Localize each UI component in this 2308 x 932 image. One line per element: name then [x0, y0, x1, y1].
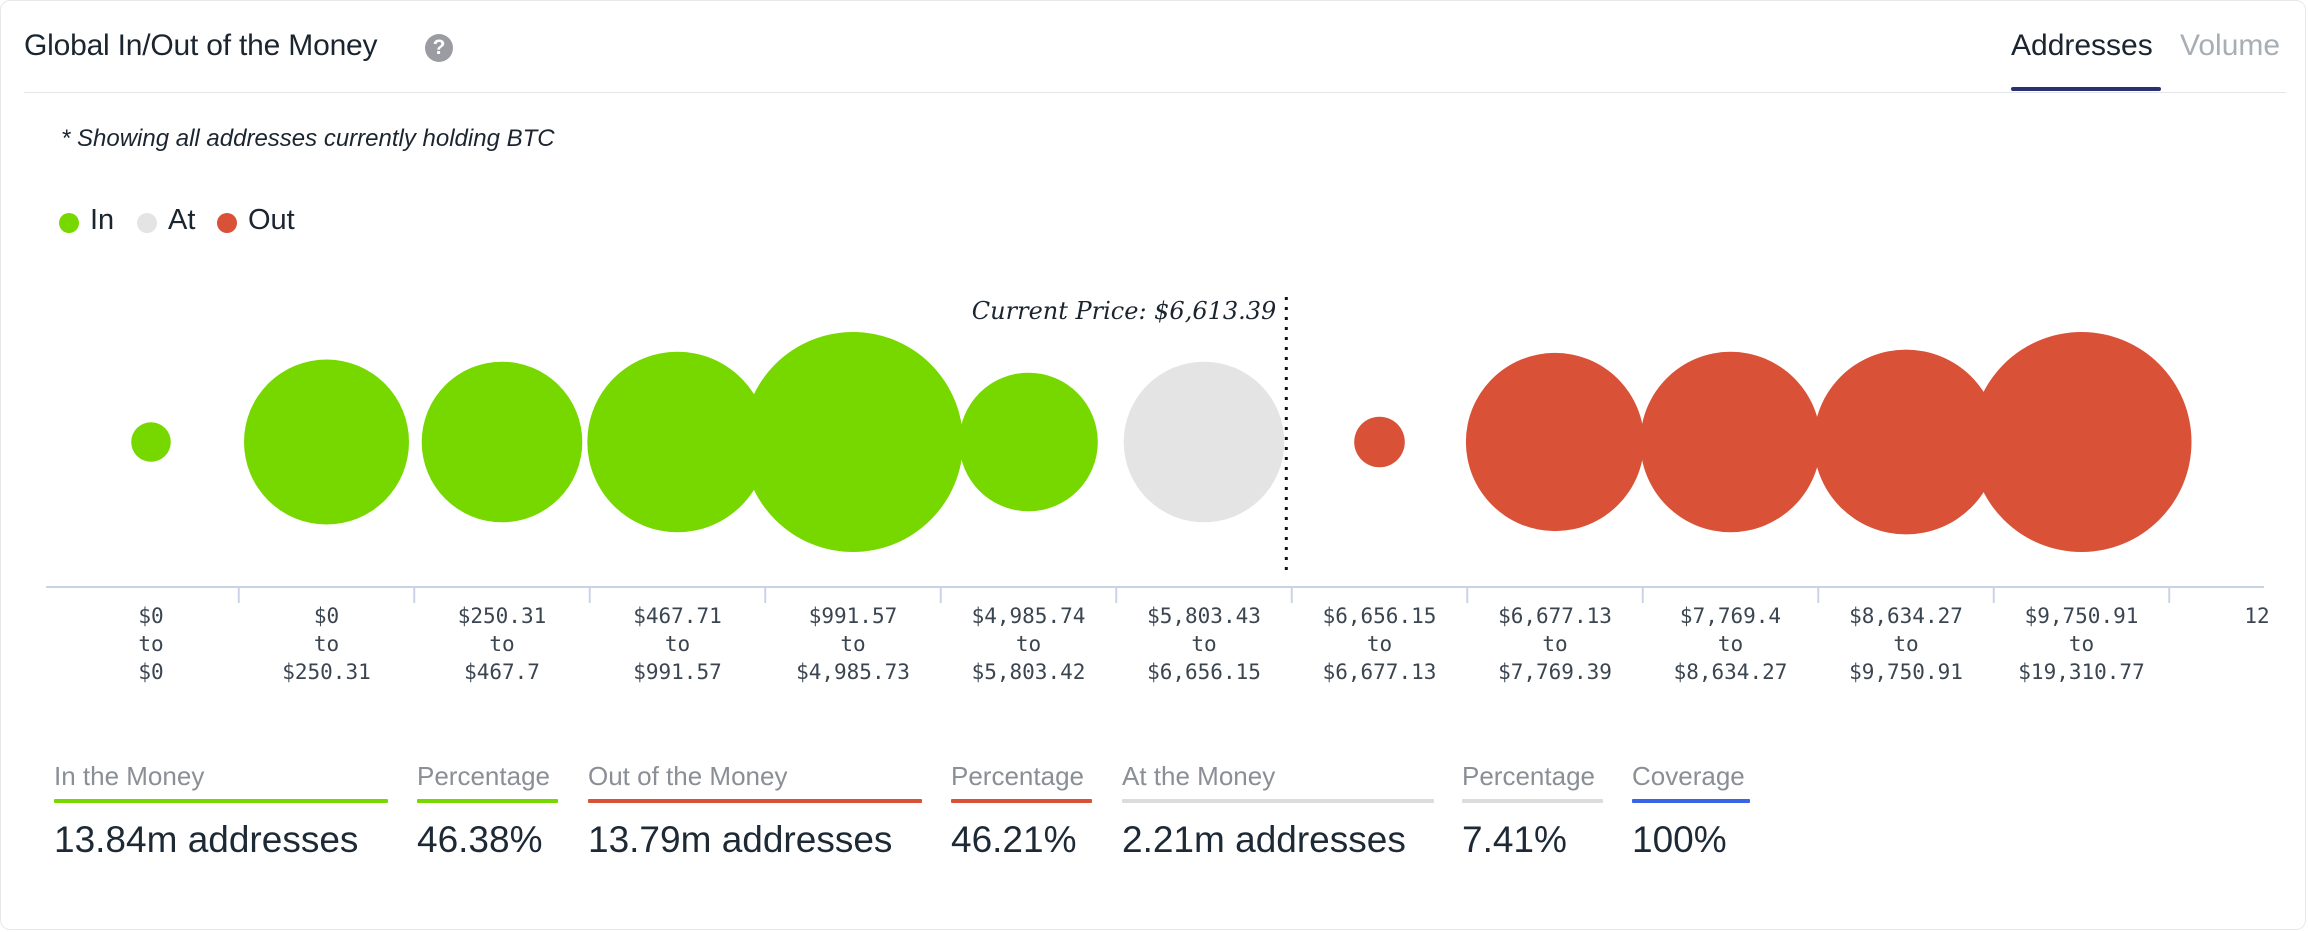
x-tick-label: to — [1367, 632, 1392, 656]
x-tick-label: $9,750.91 — [1849, 660, 1963, 684]
stat-value-out-percentage: 46.21% — [951, 819, 1077, 860]
x-tick-label: $5,803.43 — [1147, 604, 1261, 628]
card-header: Global In/Out of the Money ? Addresses V… — [1, 1, 2305, 93]
x-tick-label-overflow: 12 — [2244, 604, 2269, 628]
legend-label-at: At — [168, 204, 196, 236]
bubble-chart: $0 to $0 $0 to $250.31 $250.31 to $467.7 $467.71 t… — [46, 297, 2270, 684]
bubble-in[interactable] — [244, 359, 409, 525]
x-tick-label: $4,985.73 — [796, 660, 910, 684]
stat-coverage: Coverage 100% — [1632, 761, 1750, 861]
stat-value-in-the-money: 13.84m addresses — [54, 819, 359, 860]
x-tick-label: $0 — [138, 660, 163, 684]
card-title: Global In/Out of the Money — [24, 29, 378, 62]
x-tick-label: $991.57 — [633, 660, 722, 684]
bubble-at[interactable] — [1123, 361, 1285, 523]
x-tick-label: $250.31 — [458, 604, 547, 628]
bubble-out[interactable] — [1354, 416, 1405, 468]
x-tick-label: to — [1191, 632, 1216, 656]
x-tick-label: $250.31 — [282, 660, 371, 684]
x-tick-label: to — [665, 632, 690, 656]
x-tick-label: $0 — [138, 604, 163, 628]
bubble-out[interactable] — [1640, 351, 1821, 533]
tab-volume[interactable]: Volume — [2180, 29, 2281, 62]
stat-out-percentage: Percentage 46.21% — [951, 761, 1092, 861]
bubble-out[interactable] — [1813, 349, 1999, 535]
bubble-in[interactable] — [959, 372, 1098, 512]
x-tick-label: to — [2069, 632, 2094, 656]
active-tab-indicator — [2011, 87, 2161, 91]
summary-stats: In the Money 13.84m addresses Percentage… — [1, 761, 2305, 881]
x-tick-label: to — [138, 632, 163, 656]
stat-value-at-percentage: 7.41% — [1462, 819, 1567, 860]
stat-value-in-percentage: 46.38% — [417, 819, 543, 860]
stat-label-out-of-the-money: Out of the Money — [588, 761, 788, 791]
legend-label-in: In — [90, 204, 115, 236]
x-tick-label: $6,677.13 — [1323, 660, 1437, 684]
x-tick-label: $9,750.91 — [2025, 604, 2139, 628]
stat-value-coverage: 100% — [1632, 819, 1727, 860]
stat-in-percentage: Percentage 46.38% — [417, 761, 558, 861]
stat-bar-out-of-the-money — [588, 799, 922, 803]
stat-at-percentage: Percentage 7.41% — [1462, 761, 1603, 861]
x-tick-label: $5,803.42 — [972, 660, 1086, 684]
x-tick-label: $7,769.39 — [1498, 660, 1612, 684]
stat-bar-at-the-money — [1122, 799, 1434, 803]
question-circle-icon[interactable]: ? — [425, 34, 453, 62]
x-tick-label: $7,769.4 — [1680, 604, 1781, 628]
legend-label-out: Out — [248, 204, 295, 236]
x-tick-label: $8,634.27 — [1849, 604, 1963, 628]
x-tick-label: $8,634.27 — [1674, 660, 1788, 684]
stat-label-at-percentage: Percentage — [1462, 761, 1595, 791]
bubble-out[interactable] — [1971, 332, 2192, 552]
stat-bar-in-percentage — [417, 799, 558, 803]
stat-bar-in-the-money — [54, 799, 388, 803]
bubble-in[interactable] — [587, 351, 768, 533]
stat-out-of-the-money: Out of the Money 13.79m addresses — [588, 761, 922, 861]
stat-value-out-of-the-money: 13.79m addresses — [588, 819, 893, 860]
x-tick-label: $6,677.13 — [1498, 604, 1612, 628]
x-tick-label: to — [314, 632, 339, 656]
x-tick-label: to — [489, 632, 514, 656]
x-tick-label: to — [1718, 632, 1743, 656]
legend-dot-at — [137, 213, 157, 233]
x-tick-label: to — [1016, 632, 1041, 656]
chart-note: * Showing all addresses currently holdin… — [61, 125, 555, 152]
x-tick-label: $19,310.77 — [2018, 660, 2144, 684]
x-tick-label: $4,985.74 — [972, 604, 1086, 628]
stat-label-out-percentage: Percentage — [951, 761, 1084, 791]
stat-in-the-money: In the Money 13.84m addresses — [54, 761, 388, 861]
bubble-in[interactable] — [743, 332, 963, 552]
stat-label-at-the-money: At the Money — [1122, 761, 1276, 791]
tab-addresses[interactable]: Addresses — [2011, 29, 2153, 62]
stat-label-in-the-money: In the Money — [54, 761, 205, 791]
stat-bar-coverage — [1632, 799, 1750, 803]
stat-bar-out-percentage — [951, 799, 1092, 803]
stat-label-coverage: Coverage — [1632, 761, 1745, 791]
x-tick-label: $6,656.15 — [1323, 604, 1437, 628]
stat-at-the-money: At the Money 2.21m addresses — [1122, 761, 1434, 861]
stat-bar-at-percentage — [1462, 799, 1603, 803]
x-tick-label: $0 — [314, 604, 339, 628]
bubble-in[interactable] — [421, 361, 583, 523]
stat-label-in-percentage: Percentage — [417, 761, 550, 791]
x-tick-label: $467.71 — [633, 604, 722, 628]
x-tick-label: to — [1893, 632, 1918, 656]
x-tick-label: to — [1542, 632, 1567, 656]
bubble-in[interactable] — [131, 422, 171, 462]
header-divider — [24, 92, 2286, 93]
stat-value-at-the-money: 2.21m addresses — [1122, 819, 1406, 860]
legend-dot-out — [217, 213, 237, 233]
x-tick-label: $467.7 — [464, 660, 540, 684]
x-tick-label: $991.57 — [809, 604, 898, 628]
x-tick-label: $6,656.15 — [1147, 660, 1261, 684]
legend-dot-in — [59, 213, 79, 233]
x-tick-label: to — [840, 632, 865, 656]
current-price-label: Current Price: $6,613.39 — [972, 297, 1277, 325]
bubble-out[interactable] — [1465, 352, 1645, 532]
